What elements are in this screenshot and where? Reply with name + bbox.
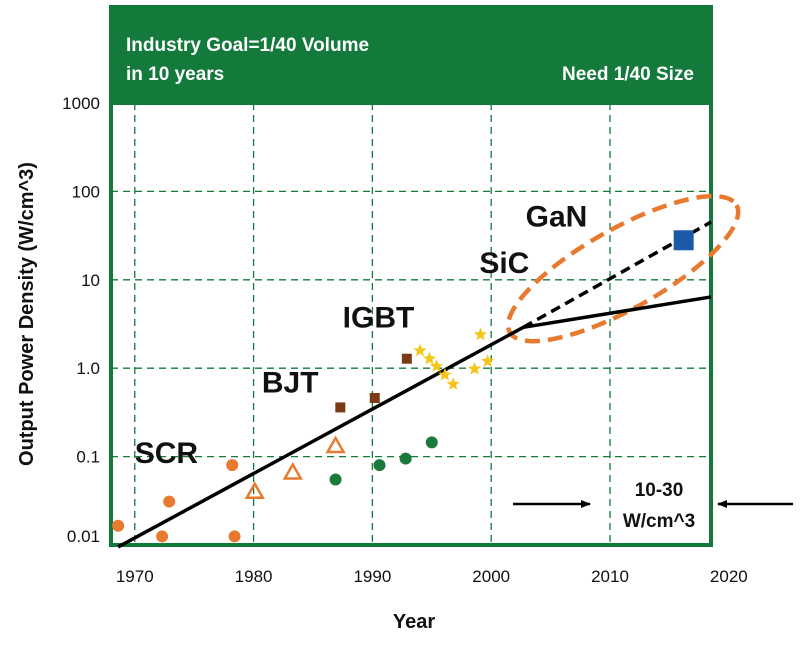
data-point-green	[373, 459, 386, 472]
x-axis-title: Year	[393, 611, 435, 633]
data-point-scr	[228, 530, 241, 543]
x-tick-label: 1990	[353, 567, 391, 586]
series-label-igbt: IGBT	[343, 301, 415, 334]
y-tick-label: 0.01	[67, 527, 100, 546]
series-label-gan: GaN	[526, 201, 588, 234]
x-tick-label: 2010	[591, 567, 629, 586]
data-point-igbt	[422, 351, 437, 365]
data-point-scr	[156, 530, 169, 543]
data-point-green	[329, 473, 342, 486]
data-point-scr-open	[282, 462, 303, 480]
trend-line-silicon	[522, 295, 712, 330]
data-point-gan	[673, 230, 694, 251]
header-size-note: Need 1/40 Size	[562, 64, 694, 85]
series-label-scr: SCR	[135, 437, 199, 470]
data-point-igbt	[429, 359, 444, 372]
data-point-igbt	[413, 343, 427, 357]
y-axis-ticks: 0.01 0.1 1.0 10 100 1000	[62, 94, 100, 546]
y-tick-label: 10	[81, 271, 100, 290]
y-tick-label: 100	[72, 182, 100, 201]
data-point-igbt	[473, 327, 488, 341]
plot-frame	[109, 101, 713, 547]
data-point-igbt	[481, 354, 495, 367]
data-point-bjt	[401, 353, 412, 364]
annotation-value: 10-30	[635, 480, 684, 501]
data-point-igbt	[467, 362, 482, 375]
series-label-sic: SiC	[479, 247, 529, 280]
trend-line-historic	[117, 325, 525, 549]
header-goal-line1: Industry Goal=1/40 Volume	[126, 35, 369, 56]
x-axis-ticks: 1970 1980 1990 2000 2010 2020	[116, 567, 748, 586]
data-points	[112, 230, 694, 543]
header-goal-line2: in 10 years	[126, 64, 224, 85]
y-tick-label: 1.0	[76, 359, 100, 378]
data-point-green	[399, 452, 412, 465]
data-point-scr	[226, 459, 239, 472]
data-point-igbt	[438, 367, 452, 381]
header-banner	[109, 5, 713, 103]
data-point-igbt	[446, 377, 460, 390]
gan-sic-ellipse	[505, 193, 741, 344]
y-tick-label: 1000	[62, 94, 100, 113]
x-tick-label: 2020	[710, 567, 748, 586]
x-tick-label: 1980	[235, 567, 273, 586]
series-label-bjt: BJT	[262, 367, 319, 400]
y-axis-title: Output Power Density (W/cm^3)	[16, 162, 38, 466]
data-point-green	[425, 436, 438, 449]
projection-ellipse	[505, 193, 741, 344]
data-point-bjt	[369, 393, 380, 404]
series-labels: SCR BJT IGBT SiC GaN	[135, 201, 588, 470]
y-tick-label: 0.1	[76, 448, 100, 467]
x-tick-label: 2000	[472, 567, 510, 586]
data-point-bjt	[335, 402, 346, 413]
x-tick-label: 1970	[116, 567, 154, 586]
annotation-unit: W/cm^3	[623, 511, 695, 532]
data-point-scr	[112, 519, 125, 532]
data-point-scr-open	[325, 435, 346, 454]
data-point-scr	[163, 495, 176, 508]
data-point-scr-open	[244, 481, 265, 500]
